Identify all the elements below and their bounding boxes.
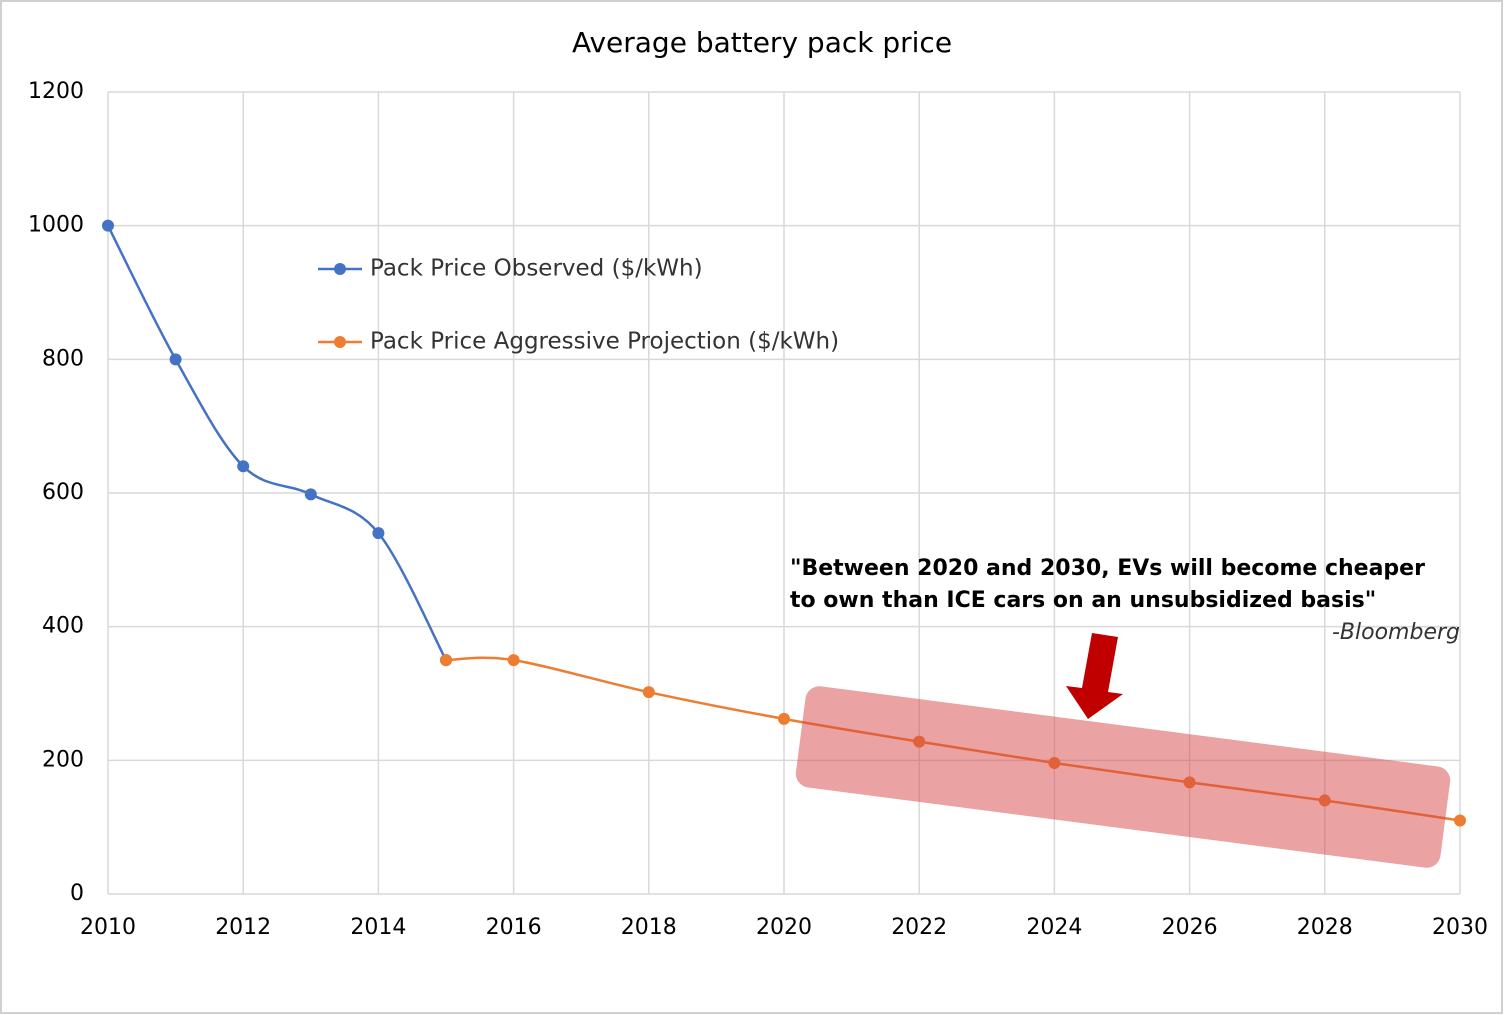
y-tick-label: 0 [70,881,84,906]
x-tick-label: 2012 [215,915,271,940]
y-tick-label: 400 [42,614,84,639]
annotation-line: to own than ICE cars on an unsubsidized … [790,588,1376,613]
legend: Pack Price Observed ($/kWh) Pack Price Ag… [318,256,839,355]
x-tick-label: 2024 [1026,915,1082,940]
series-line [106,225,448,661]
annotation-source: -Bloomberg [1332,620,1460,645]
data-point [507,654,520,667]
legend-label: Pack Price Observed ($/kWh) [370,256,703,282]
highlight-box [795,686,1451,868]
data-point [778,712,790,725]
x-tick-label: 2010 [80,915,136,940]
x-tick-label: 2018 [621,915,677,940]
data-point [237,460,250,473]
x-tick-label: 2022 [891,915,947,940]
data-point [1454,814,1466,827]
data-point [304,488,317,501]
y-tick-label: 600 [42,480,84,505]
legend-marker [334,263,346,275]
x-tick-label: 2028 [1297,915,1353,940]
annotation-line: "Between 2020 and 2030, EVs will become … [790,556,1425,581]
data-point [440,654,452,667]
data-point [642,686,655,699]
legend-marker [334,336,346,348]
x-tick-label: 2020 [756,915,812,940]
data-point [372,527,385,540]
x-tick-label: 2014 [350,915,406,940]
x-tick-label: 2016 [486,915,542,940]
y-tick-label: 800 [42,346,84,371]
x-tick-label: 2030 [1432,915,1488,940]
chart-title: Average battery pack price [572,26,952,59]
data-point [169,353,182,366]
legend-label: Pack Price Aggressive Projection ($/kWh) [370,329,839,355]
y-tick-label: 200 [42,747,84,772]
y-tick-label: 1000 [28,213,84,238]
data-point [102,219,114,232]
x-tick-label: 2026 [1162,915,1218,940]
overlay [795,633,1451,868]
arrow [1066,633,1123,719]
y-tick-label: 1200 [28,79,84,104]
